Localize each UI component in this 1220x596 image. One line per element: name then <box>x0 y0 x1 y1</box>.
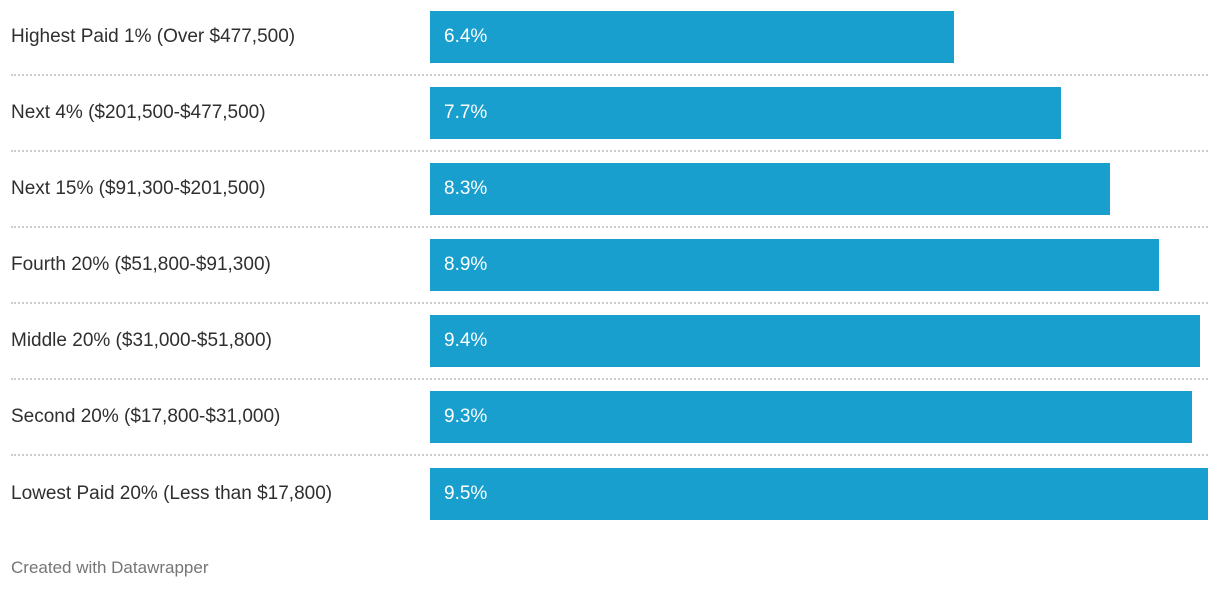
category-label: Fourth 20% ($51,800-$91,300) <box>11 254 271 276</box>
chart-row: Second 20% ($17,800-$31,000) 9.3% <box>11 380 1208 456</box>
chart-row: Next 4% ($201,500-$477,500) 7.7% <box>11 76 1208 152</box>
value-label: 9.5% <box>444 483 488 504</box>
chart-row: Next 15% ($91,300-$201,500) 8.3% <box>11 152 1208 228</box>
bar: 7.7% <box>430 87 1061 139</box>
bar: 9.5% <box>430 468 1208 520</box>
bar: 9.4% <box>430 315 1200 367</box>
bar-area: 8.9% <box>430 239 1208 291</box>
bar: 8.9% <box>430 239 1159 291</box>
bar: 9.3% <box>430 391 1192 443</box>
bar-area: 9.3% <box>430 391 1208 443</box>
value-label: 8.3% <box>444 178 488 199</box>
category-label: Next 15% ($91,300-$201,500) <box>11 178 266 200</box>
bar-area: 6.4% <box>430 11 1208 63</box>
bar-area: 7.7% <box>430 87 1208 139</box>
chart-row: Lowest Paid 20% (Less than $17,800) 9.5% <box>11 456 1208 532</box>
value-label: 6.4% <box>444 26 488 47</box>
chart-row: Highest Paid 1% (Over $477,500) 6.4% <box>11 0 1208 76</box>
category-label: Lowest Paid 20% (Less than $17,800) <box>11 483 333 505</box>
value-label: 9.4% <box>444 330 488 351</box>
category-label: Second 20% ($17,800-$31,000) <box>11 406 281 428</box>
chart-row: Middle 20% ($31,000-$51,800) 9.4% <box>11 304 1208 380</box>
category-label: Next 4% ($201,500-$477,500) <box>11 102 266 124</box>
datawrapper-credit[interactable]: Created with Datawrapper <box>11 558 209 577</box>
bar: 6.4% <box>430 11 955 63</box>
category-label: Highest Paid 1% (Over $477,500) <box>11 26 296 48</box>
bar-area: 9.5% <box>430 468 1208 520</box>
bar-area: 8.3% <box>430 163 1208 215</box>
category-label: Middle 20% ($31,000-$51,800) <box>11 330 272 352</box>
value-label: 9.3% <box>444 406 488 427</box>
chart-row: Fourth 20% ($51,800-$91,300) 8.9% <box>11 228 1208 304</box>
bar: 8.3% <box>430 163 1110 215</box>
value-label: 8.9% <box>444 254 488 275</box>
bar-area: 9.4% <box>430 315 1208 367</box>
value-label: 7.7% <box>444 102 488 123</box>
chart-rows: Highest Paid 1% (Over $477,500) 6.4% Nex… <box>11 0 1208 532</box>
